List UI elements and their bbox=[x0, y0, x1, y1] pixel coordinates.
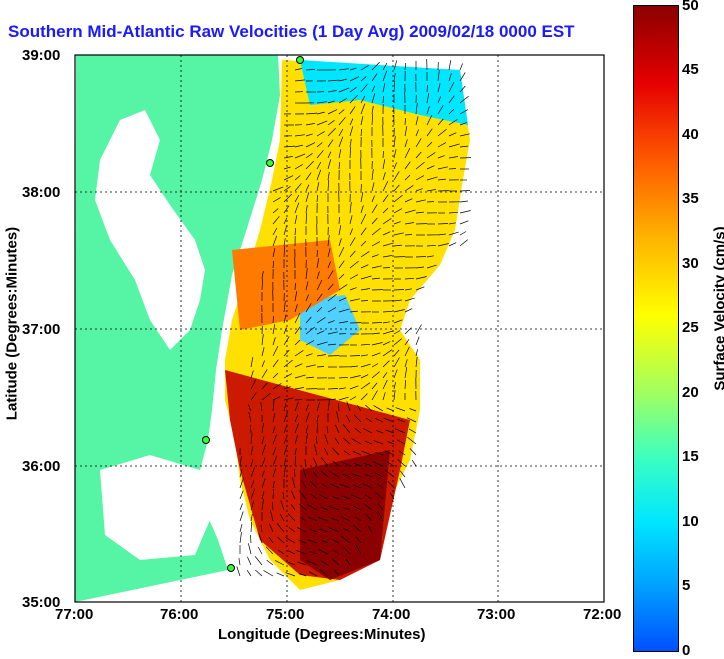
plot-frame bbox=[74, 54, 605, 603]
velocity-arrows bbox=[236, 58, 472, 577]
colorbar-tick: 50 bbox=[682, 0, 699, 14]
colorbar bbox=[633, 5, 679, 652]
y-tick-label: 36:00 bbox=[22, 458, 61, 475]
colorbar-tick: 35 bbox=[682, 190, 699, 207]
colorbar-tick: 0 bbox=[682, 642, 691, 659]
colorbar-tick: 30 bbox=[682, 255, 699, 272]
band-darkred bbox=[300, 450, 390, 580]
colorbar-label: Surface Velocity (cm/s) bbox=[711, 226, 724, 391]
x-tick-label: 76:00 bbox=[160, 606, 199, 623]
colorbar-tick: 45 bbox=[682, 61, 699, 78]
sound-water bbox=[100, 455, 210, 560]
x-tick-label: 72:00 bbox=[583, 606, 622, 623]
colorbar-tick: 25 bbox=[682, 319, 699, 336]
y-tick-label: 35:00 bbox=[22, 594, 61, 611]
colorbar-tick: 20 bbox=[682, 384, 699, 401]
colorbar-tick: 15 bbox=[682, 448, 699, 465]
colorbar-tick: 40 bbox=[682, 126, 699, 143]
radar-site-marker bbox=[227, 564, 235, 572]
colorbar-tick: 5 bbox=[682, 577, 691, 594]
radar-site-marker bbox=[202, 436, 210, 444]
x-tick-label: 73:00 bbox=[477, 606, 516, 623]
y-tick-label: 39:00 bbox=[22, 47, 61, 64]
colorbar-tick: 10 bbox=[682, 513, 699, 530]
y-axis-label: Latitude (Degrees:Minutes) bbox=[3, 226, 21, 421]
low-velocity-north bbox=[300, 60, 468, 125]
x-tick-label: 77:00 bbox=[55, 606, 94, 623]
x-tick-label: 75:00 bbox=[266, 606, 305, 623]
x-tick-label: 74:00 bbox=[372, 606, 411, 623]
y-tick-label: 38:00 bbox=[22, 184, 61, 201]
map-title: Southern Mid-Atlantic Raw Velocities (1 … bbox=[8, 22, 575, 41]
radar-site-marker bbox=[296, 56, 304, 64]
grid-lines bbox=[75, 55, 604, 602]
y-tick-label: 37:00 bbox=[22, 321, 61, 338]
radar-site-marker bbox=[266, 159, 274, 167]
x-axis-label: Longitude (Degrees:Minutes) bbox=[218, 626, 426, 643]
band-orange bbox=[232, 240, 340, 330]
chesapeake-bay bbox=[95, 110, 205, 350]
